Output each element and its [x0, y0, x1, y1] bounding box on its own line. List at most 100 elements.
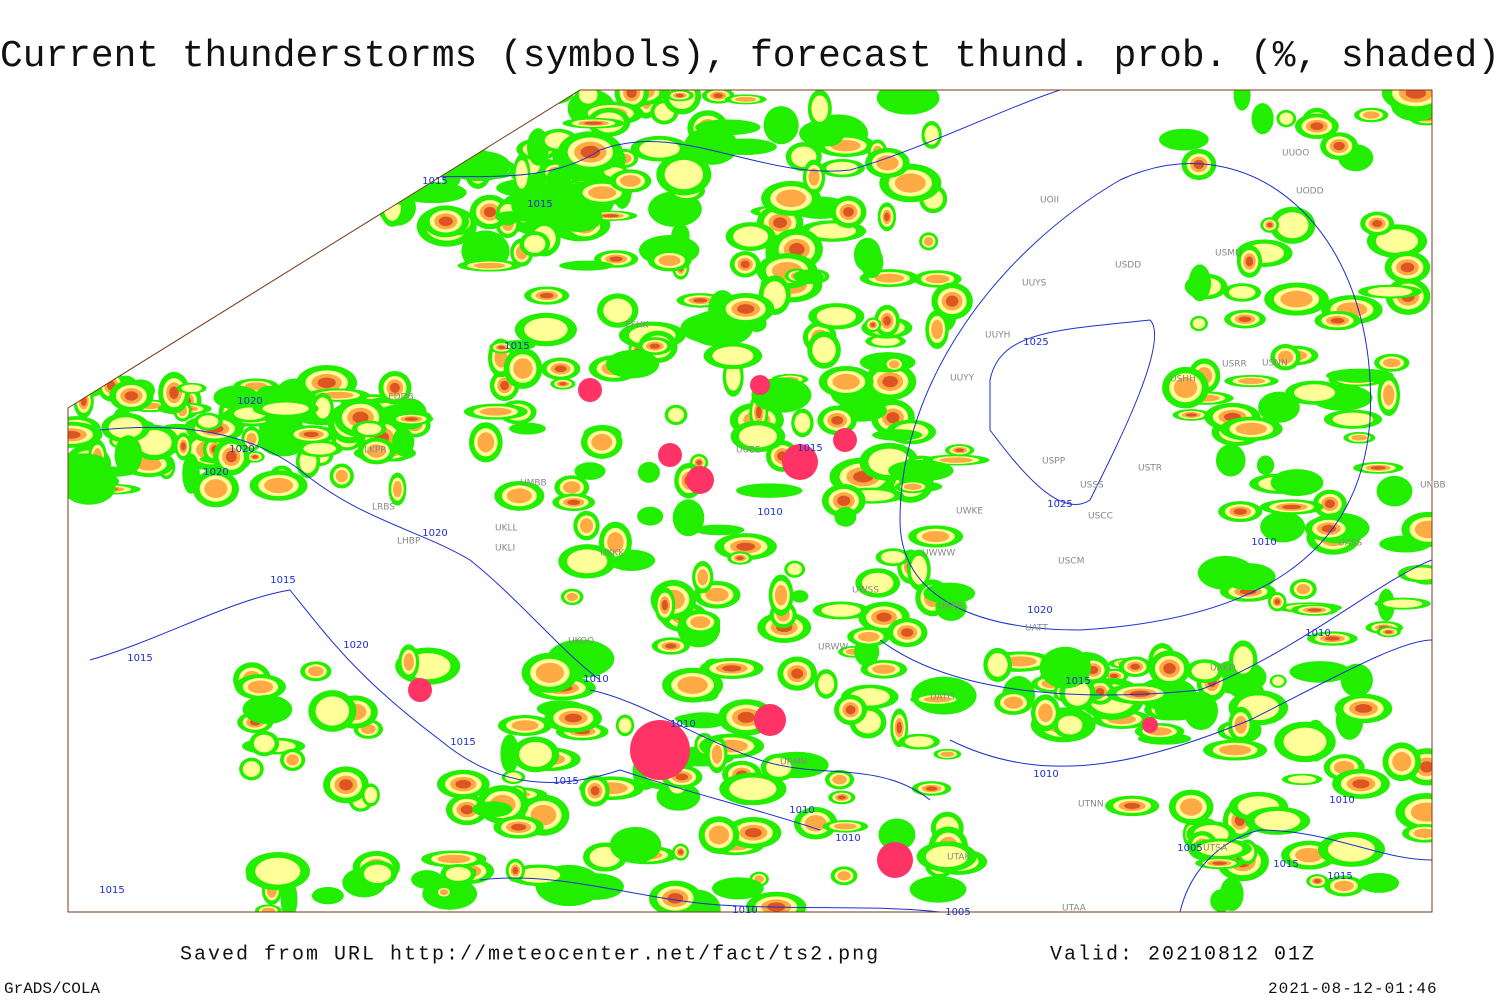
shade-blob: [430, 158, 457, 170]
shade-blob: [1362, 111, 1380, 119]
shade-blob: [1405, 567, 1432, 580]
shade-blob: [1392, 752, 1412, 772]
shade-blob: [923, 236, 934, 246]
shade-blob: [252, 455, 258, 459]
map-labels: 1015 1015 1015 1020 1020 1020 1020 1015 1015 1020…: [99, 149, 1445, 919]
shade-blob: [253, 734, 275, 753]
shade-blob: [1003, 656, 1037, 667]
shade-blob: [1183, 691, 1219, 731]
shade-blob: [1367, 286, 1413, 297]
shade-blob: [363, 864, 392, 884]
shade-blob: [837, 795, 846, 800]
shade-blob: [1414, 520, 1432, 539]
shade-blob: [845, 705, 856, 715]
isobar-label: 1015: [1065, 676, 1090, 687]
shade-blob: [737, 711, 755, 723]
shade-blob: [1330, 317, 1345, 324]
isobar-label: 1005: [945, 907, 970, 918]
shade-blob: [435, 123, 483, 158]
station-label: UKLI: [495, 544, 515, 554]
shade-blob: [1254, 810, 1301, 831]
shade-blob: [364, 175, 398, 184]
shade-blob: [1003, 696, 1024, 709]
shade-blob: [812, 336, 836, 364]
shade-blob: [1420, 761, 1432, 773]
shade-blob: [311, 886, 344, 905]
storm-area: [578, 378, 602, 402]
station-label: USHH: [1170, 375, 1196, 385]
shade-blob: [1210, 889, 1233, 912]
shade-blob: [511, 720, 539, 731]
shade-blob: [1383, 384, 1395, 406]
shade-blob: [517, 867, 561, 883]
timestamp: 2021-08-12-01:46: [1268, 980, 1438, 998]
shade-blob: [675, 773, 689, 781]
isobar-label: 1020: [1027, 605, 1052, 616]
shade-blob: [1413, 828, 1432, 838]
shade-blob: [872, 664, 896, 674]
station-label: UWKE: [956, 507, 983, 517]
shade-blob: [563, 481, 581, 494]
shade-blob: [308, 666, 324, 677]
shade-blob: [882, 376, 898, 388]
shade-blob: [821, 604, 861, 617]
shade-blob: [574, 462, 606, 480]
shade-blob: [546, 167, 571, 191]
shade-blob: [477, 432, 495, 453]
isobar-label: 1015: [270, 575, 295, 586]
shade-blob: [1352, 779, 1370, 789]
station-label: UNBB: [1420, 481, 1446, 491]
shade-blob: [925, 845, 968, 868]
isobar-label: 1010: [1251, 537, 1276, 548]
station-label: UTSA: [1203, 844, 1228, 854]
shade-blob: [404, 417, 418, 421]
shade-blob: [697, 569, 709, 586]
shade-blob: [437, 161, 451, 167]
shade-blob: [262, 402, 309, 415]
station-label: EFHK: [625, 321, 650, 331]
shade-blob: [169, 386, 179, 399]
shade-blob: [667, 892, 684, 904]
shade-blob: [713, 93, 724, 99]
isobar-label: 1020: [229, 444, 254, 455]
shade-blob: [880, 550, 906, 564]
shade-blob: [1382, 358, 1401, 368]
shade-blob: [725, 362, 741, 391]
shade-blob: [1233, 90, 1251, 111]
shade-blob: [519, 741, 553, 767]
shade-blob: [675, 93, 685, 98]
station-label: UATG: [930, 693, 955, 703]
isobar-label: 1015: [504, 341, 529, 352]
shade-blob: [787, 563, 802, 576]
isobar-line: [99, 426, 601, 681]
shade-blob: [255, 857, 301, 885]
shade-blob: [661, 599, 668, 611]
isobar-label: 1010: [789, 805, 814, 816]
isobar-label: 1025: [1047, 499, 1072, 510]
shade-blob: [955, 448, 965, 453]
shade-blob: [456, 134, 485, 151]
storm-area: [408, 678, 432, 702]
shade-blob: [1314, 879, 1321, 884]
isobar-label: 1015: [1273, 859, 1298, 870]
isobar-label: 1015: [99, 885, 124, 896]
shade-blob: [1057, 715, 1083, 735]
shade-blob: [213, 385, 260, 410]
station-label: USNN: [1262, 359, 1288, 369]
shade-blob: [1324, 499, 1335, 509]
shade-blob: [637, 461, 660, 483]
shade-blob: [181, 384, 203, 393]
isobar-label: 1015: [527, 199, 552, 210]
shade-blob: [500, 734, 520, 774]
shade-blob: [693, 298, 708, 303]
shade-blob: [198, 415, 219, 428]
shade-blob: [664, 159, 704, 190]
shade-blob: [909, 875, 967, 903]
isobar-line: [879, 559, 1432, 696]
shade-blob: [736, 542, 756, 551]
shade-blob: [894, 173, 926, 193]
shade-blob: [438, 216, 453, 227]
shade-blob: [620, 175, 641, 187]
shade-blob: [811, 95, 829, 122]
